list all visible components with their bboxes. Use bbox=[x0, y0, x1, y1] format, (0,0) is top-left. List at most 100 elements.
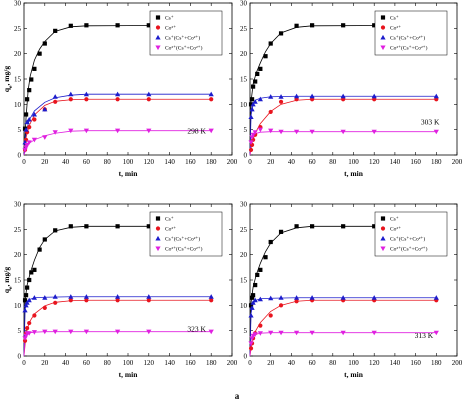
data-point-series-1 bbox=[372, 224, 377, 229]
data-point-series-2 bbox=[115, 97, 120, 102]
data-point-series-3 bbox=[257, 96, 263, 102]
data-point-series-1 bbox=[29, 270, 34, 275]
legend-marker bbox=[155, 34, 161, 40]
legend-entry: Cs⁺(Cs⁺+Co²⁺) bbox=[165, 236, 200, 243]
data-point-series-2 bbox=[146, 97, 151, 102]
x-tick-label: 0 bbox=[22, 359, 26, 367]
data-point-series-3 bbox=[340, 295, 346, 300]
x-tick-label: 100 bbox=[123, 158, 134, 166]
data-point-series-3 bbox=[250, 101, 256, 107]
y-tick-label: 25 bbox=[14, 25, 22, 33]
x-tick-label: 200 bbox=[452, 359, 463, 367]
x-tick-label: 0 bbox=[22, 158, 26, 166]
legend-marker bbox=[155, 25, 161, 30]
data-point-series-3 bbox=[248, 114, 254, 119]
data-point-series-4 bbox=[31, 137, 37, 143]
data-point-series-1 bbox=[84, 224, 89, 229]
data-point-series-3 bbox=[208, 91, 214, 97]
data-point-series-1 bbox=[37, 51, 42, 56]
data-point-series-4 bbox=[340, 129, 346, 135]
data-point-series-2 bbox=[53, 99, 58, 104]
data-point-series-3 bbox=[252, 99, 258, 104]
data-point-series-1 bbox=[278, 229, 284, 234]
x-tick-label: 100 bbox=[348, 158, 359, 166]
data-point-series-1 bbox=[22, 126, 28, 131]
data-point-series-4 bbox=[68, 329, 74, 335]
data-point-series-1 bbox=[268, 239, 273, 245]
x-tick-label: 140 bbox=[164, 158, 175, 166]
data-point-series-3 bbox=[340, 93, 346, 99]
data-point-series-3 bbox=[208, 294, 214, 299]
data-point-series-4 bbox=[68, 128, 74, 134]
fit-curve-series-1 bbox=[249, 24, 437, 156]
data-point-series-4 bbox=[26, 140, 32, 145]
x-axis-label: t, min bbox=[119, 169, 139, 178]
data-point-series-1 bbox=[248, 303, 254, 308]
data-point-series-4 bbox=[248, 140, 254, 145]
data-point-series-1 bbox=[294, 224, 299, 229]
data-point-series-3 bbox=[31, 111, 37, 117]
y-tick-label: 25 bbox=[240, 226, 248, 234]
legend-entry: Co²⁺ bbox=[165, 227, 176, 233]
legend-entry: Co²⁺ bbox=[390, 26, 401, 32]
data-point-series-1 bbox=[37, 247, 42, 252]
fit-curve-series-4 bbox=[249, 131, 437, 156]
data-point-series-1 bbox=[32, 66, 37, 71]
data-point-series-4 bbox=[293, 330, 300, 336]
data-point-series-1 bbox=[253, 282, 258, 288]
figure-caption: a bbox=[235, 391, 240, 401]
x-tick-label: 20 bbox=[267, 359, 275, 367]
chart-panel-3: 0 20 40 60 80 100 120 140 160 180 200 0 5 10 15 20 25 30 t… bbox=[2, 201, 238, 380]
data-point-series-3 bbox=[371, 93, 377, 99]
data-point-series-1 bbox=[27, 277, 32, 283]
data-point-series-4 bbox=[433, 129, 439, 135]
y-tick-label: 30 bbox=[14, 0, 22, 8]
data-point-series-2 bbox=[258, 323, 263, 328]
data-point-series-1 bbox=[115, 224, 120, 229]
legend-box bbox=[374, 211, 448, 257]
chart-panel-1: 0 20 40 60 80 100 120 140 160 180 200 0 5 10 15 20 25 30 t… bbox=[2, 0, 238, 178]
x-tick-label: 60 bbox=[309, 158, 317, 166]
data-point-series-4 bbox=[278, 129, 284, 135]
data-point-series-4 bbox=[371, 129, 377, 135]
data-point-series-1 bbox=[249, 295, 255, 300]
data-point-series-4 bbox=[252, 130, 258, 135]
data-point-series-3 bbox=[146, 91, 152, 97]
data-point-series-1 bbox=[258, 267, 263, 272]
data-point-series-2 bbox=[248, 147, 254, 153]
temperature-annotation: 298 K bbox=[187, 127, 206, 136]
data-point-series-4 bbox=[146, 329, 152, 335]
data-point-series-2 bbox=[115, 298, 120, 303]
chart-panel-4: 0 20 40 60 80 100 120 140 160 180 200 0 5 10 15 20 25 30 t… bbox=[240, 201, 463, 380]
fit-curve-series-3 bbox=[23, 93, 212, 156]
data-point-series-3 bbox=[115, 294, 121, 299]
legend-box bbox=[149, 211, 223, 257]
temperature-annotation: 313 K bbox=[415, 331, 434, 340]
legend-marker bbox=[380, 25, 386, 30]
data-point-series-1 bbox=[42, 41, 47, 46]
data-point-series-1 bbox=[22, 298, 28, 303]
data-point-series-2 bbox=[68, 97, 73, 102]
y-tick-label: 10 bbox=[240, 302, 248, 310]
data-point-series-1 bbox=[310, 224, 315, 229]
data-point-series-4 bbox=[83, 329, 89, 335]
data-point-series-3 bbox=[115, 91, 121, 97]
x-tick-label: 180 bbox=[431, 158, 442, 166]
data-point-series-3 bbox=[24, 119, 30, 125]
y-tick-label: 0 bbox=[244, 152, 248, 160]
x-tick-label: 120 bbox=[144, 158, 155, 166]
legend-marker bbox=[155, 216, 161, 221]
fit-curve-series-3 bbox=[23, 296, 212, 357]
x-tick-label: 140 bbox=[390, 158, 401, 166]
legend-entry: Cs⁺(Cs⁺+Co²⁺) bbox=[390, 236, 425, 243]
legend-marker bbox=[155, 15, 161, 20]
y-tick-label: 20 bbox=[240, 251, 248, 259]
x-tick-label: 180 bbox=[431, 359, 442, 367]
data-point-series-3 bbox=[83, 91, 89, 97]
data-point-series-2 bbox=[84, 298, 89, 303]
x-tick-label: 180 bbox=[206, 158, 217, 166]
data-point-series-4 bbox=[208, 128, 214, 134]
data-point-series-1 bbox=[372, 23, 377, 28]
legend-marker bbox=[155, 226, 161, 231]
data-point-series-3 bbox=[146, 294, 152, 299]
